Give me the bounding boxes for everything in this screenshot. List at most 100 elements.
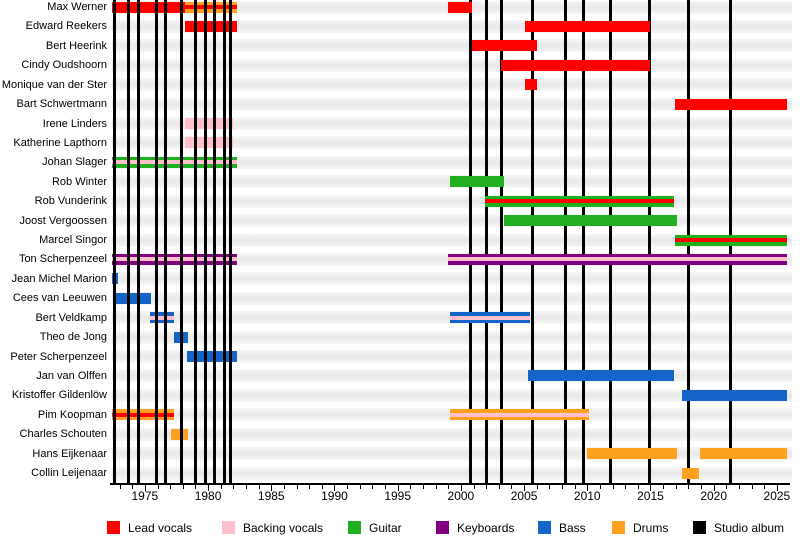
member-label: Rob Vunderink [34,195,107,208]
axis-tick [334,485,336,491]
axis-tick [271,485,273,491]
role-bar-drums [449,409,589,421]
member-row-band [112,350,792,364]
studio-album-line [229,0,233,483]
studio-album-line [223,0,226,483]
legend-label: Studio album [714,521,785,535]
studio-album-line [154,0,158,483]
legend-label: Guitar [369,521,402,535]
studio-album-line [608,0,612,483]
role-stripe-backing_vocals [149,315,174,320]
member-label: Peter Scherpenzeel [10,350,107,363]
member-row-band [112,388,792,402]
member-label: Theo de Jong [39,331,107,344]
axis-tick [233,485,235,489]
axis-tick [296,485,298,489]
role-bar-drums [112,409,174,421]
member-row-band [112,78,792,92]
role-stripe-backing_vocals [449,315,531,320]
role-stripe-backing_vocals [112,160,238,165]
role-stripe-lead_vocals [112,412,174,417]
role-stripe-lead_vocals [185,5,238,9]
member-row-band [112,39,792,53]
axis-tick-label: 1975 [131,489,159,503]
member-label: Katherine Lapthorn [13,136,107,149]
axis-tick [701,485,703,489]
axis-tick [562,485,563,489]
member-label: Irene Linders [42,117,107,130]
legend-swatch-keyboards [436,521,449,534]
role-bar-backing_vocals [185,118,234,130]
axis-tick [422,485,424,489]
member-row-band [112,97,792,111]
role-stripe-lead_vocals [484,199,675,204]
axis-tick [410,485,412,489]
axis-tick [144,485,146,491]
axis-tick-label: 2015 [637,489,664,503]
member-label: Collin Leijenaar [31,467,107,480]
role-bar-drums [699,448,787,460]
studio-album-line [113,0,117,483]
studio-album-line [193,0,197,483]
role-bar-bass [114,292,152,304]
axis-tick [208,485,210,491]
axis-tick-label: 2000 [447,489,475,503]
role-bar-guitar [449,176,504,188]
axis-tick [245,485,247,489]
axis-tick [372,485,374,489]
studio-album-line [136,0,140,483]
role-bar-guitar [112,156,238,168]
role-stripe-backing_vocals [449,412,589,417]
axis-tick [473,485,475,489]
legend-label: Lead vocals [128,521,193,535]
role-bar-bass [449,312,531,324]
axis-tick-label: 2020 [700,489,728,503]
studio-album-line [581,0,585,483]
member-row-band [112,466,792,480]
axis-tick [625,485,627,489]
axis-tick [549,485,551,489]
axis-tick-label: 1980 [194,489,222,503]
axis-tick [738,485,740,489]
role-bar-drums [682,467,699,479]
member-row-band [112,272,792,286]
role-bar-lead_vocals [112,1,186,13]
axis-tick [195,485,197,489]
member-label: Jan van Olffen [36,369,107,382]
axis-tick [498,485,500,489]
axis-tick [448,485,450,489]
axis-tick [119,485,121,489]
studio-album-line [563,0,567,483]
axis-tick [599,485,601,489]
role-bar-lead_vocals [525,20,651,32]
axis-tick [751,485,753,489]
role-bar-lead_vocals [525,79,537,91]
axis-tick [435,485,437,489]
axis-tick-label: 1990 [321,489,348,503]
axis-tick [309,485,311,489]
axis-tick [170,485,172,489]
x-axis [110,483,790,485]
member-label: Bart Schwertmann [16,98,107,111]
member-label: Kristoffer Gildenlöw [11,389,107,402]
role-bar-drums [185,1,238,13]
member-label: Edward Reekers [25,20,107,33]
axis-tick [650,485,652,491]
legend-label: Backing vocals [243,521,324,535]
member-label: Cindy Oudshoorn [21,59,107,72]
axis-tick [132,485,134,489]
axis-tick [283,485,285,489]
studio-album-line [127,0,131,483]
role-stripe-backing_vocals [448,257,787,262]
axis-tick [637,485,639,489]
member-row-band [112,427,792,441]
axis-tick [675,485,677,489]
axis-tick [536,485,538,489]
member-label: Joost Vergoossen [19,214,107,227]
studio-album-line [484,0,488,483]
axis-tick [397,485,399,491]
member-label: Ton Scherpenzeel [18,253,107,266]
member-label: Charles Schouten [19,428,107,441]
studio-album-line [164,0,168,483]
